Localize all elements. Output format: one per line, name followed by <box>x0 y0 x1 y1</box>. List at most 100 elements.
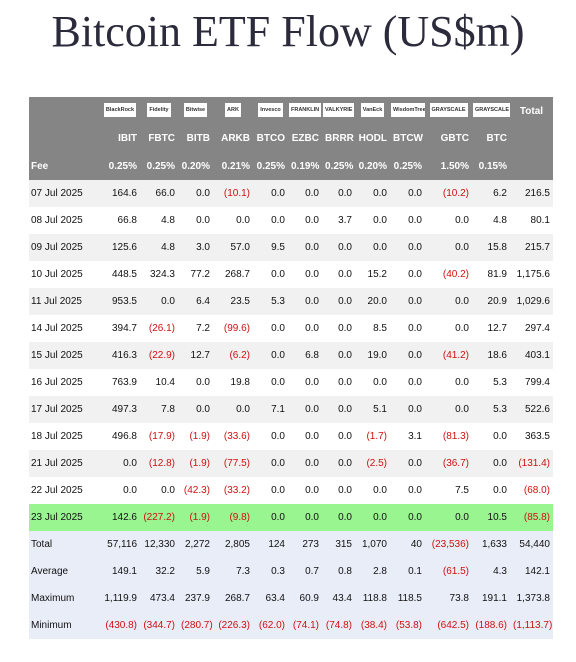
flow-cell: (22.9) <box>140 342 178 369</box>
table-header: BlackRock Fidelity Bitwise ARK Invesco FRANKL… <box>29 97 553 180</box>
issuer-logo: Invesco <box>258 102 283 117</box>
flow-cell: (131.4) <box>510 450 553 477</box>
flow-cell: 19.0 <box>355 342 390 369</box>
flow-cell: 0.0 <box>373 215 387 226</box>
flow-cell: 12,330 <box>140 531 178 558</box>
flow-cell: 9.5 <box>253 234 288 261</box>
flow-cell: 403.1 <box>510 342 553 369</box>
flow-cell: 2,272 <box>178 531 213 558</box>
logo-cell: FRANKLIN <box>288 97 322 125</box>
flow-cell: 0.0 <box>322 450 355 477</box>
fee: 0.15% <box>472 152 510 180</box>
day-row: 08 Jul 2025 66.8 4.8 0.0 0.0 0.0 0.0 3.7 0.0 0.0 0… <box>29 207 553 234</box>
flow-cell: 0.0 <box>425 234 472 261</box>
issuer-logo: VALKYRIE <box>323 102 355 117</box>
title: Bitcoin ETF Flow (US$m) <box>51 7 525 56</box>
flow-cell: 0.0 <box>355 504 390 531</box>
flow-cell: 0.0 <box>408 269 422 280</box>
flow-cell: (2.5) <box>355 450 390 477</box>
flow-cell: 0.0 <box>271 485 285 496</box>
flow-cell: 0.0 <box>408 323 422 334</box>
flow-cell: 0.0 <box>271 377 285 388</box>
row-label: Total <box>29 531 100 558</box>
flow-cell: 473.4 <box>140 585 178 612</box>
flow-cell: 0.0 <box>493 431 507 442</box>
flow-cell: 0.0 <box>390 450 425 477</box>
issuer-logo: GRAYSCALE <box>429 102 468 117</box>
fee: 0.25% <box>253 152 288 180</box>
logo-cell: GRAYSCALE <box>425 97 472 125</box>
blank-cell <box>29 125 100 152</box>
flow-cell: 0.0 <box>455 215 469 226</box>
flow-cell: 40 <box>390 531 425 558</box>
ticker: IBIT <box>100 125 140 152</box>
flow-cell: 57.0 <box>213 234 253 261</box>
fee: 0.20% <box>355 152 390 180</box>
logo-cell: VALKYRIE <box>322 97 355 125</box>
flow-cell: 0.0 <box>305 269 319 280</box>
flow-cell: 0.0 <box>355 180 390 207</box>
flow-cell: 7.2 <box>196 323 210 334</box>
flow-cell: 0.0 <box>288 180 322 207</box>
flow-cell: 0.0 <box>100 450 140 477</box>
flow-cell: 142.6 <box>100 504 140 531</box>
logo-cell: ARK <box>213 97 253 125</box>
fee: 0.21% <box>213 152 253 180</box>
ticker: GBTC <box>425 125 472 152</box>
flow-cell: (10.1) <box>213 180 253 207</box>
row-label: 15 Jul 2025 <box>29 342 100 369</box>
flow-cell: (10.2) <box>425 180 472 207</box>
flow-cell: (68.0) <box>523 485 550 496</box>
flow-cell: 0.0 <box>390 504 425 531</box>
flow-cell: 1,070 <box>355 531 390 558</box>
flow-cell: 5.9 <box>178 558 213 585</box>
flow-cell: 0.0 <box>455 323 469 334</box>
flow-cell: 12.7 <box>487 323 507 334</box>
flow-cell: 0.0 <box>305 377 319 388</box>
flow-cell: 20.0 <box>355 288 390 315</box>
flow-cell: 448.5 <box>111 269 137 280</box>
flow-cell: 363.5 <box>524 431 550 442</box>
flow-cell: 0.0 <box>271 431 285 442</box>
flow-cell: 12.7 <box>178 342 213 369</box>
flow-cell: 0.0 <box>305 323 319 334</box>
flow-cell: 1,373.8 <box>510 585 553 612</box>
fee: 0.25% <box>140 152 178 180</box>
flow-cell: (53.8) <box>390 612 425 639</box>
flow-cell: 0.0 <box>390 234 425 261</box>
flow-cell: 0.0 <box>322 396 355 423</box>
flow-cell: 43.4 <box>322 585 355 612</box>
flow-cell: (344.7) <box>140 612 178 639</box>
flow-cell: (36.7) <box>425 450 472 477</box>
day-row: 10 Jul 2025 448.5 324.3 77.2 268.7 0.0 0.0 0.0 1… <box>29 261 553 288</box>
flow-cell: 0.0 <box>288 234 322 261</box>
flow-cell: 0.7 <box>288 558 322 585</box>
flow-cell: (1,113.7) <box>510 612 553 639</box>
table-summary: Total 57,116 12,330 2,272 2,805 124 273 315 1,07… <box>29 531 553 639</box>
flow-cell: (9.8) <box>213 504 253 531</box>
flow-cell: 0.0 <box>408 485 422 496</box>
flow-cell: (74.8) <box>322 612 355 639</box>
flow-cell: 5.3 <box>493 377 507 388</box>
flow-cell: 0.0 <box>253 450 288 477</box>
row-label: Maximum <box>29 585 100 612</box>
issuer-logo: FRANKLIN <box>289 102 322 117</box>
flow-cell: 315 <box>322 531 355 558</box>
logo-cell: Fidelity <box>140 97 178 125</box>
issuer-logo: GRAYSCALE <box>473 102 510 117</box>
day-row: 11 Jul 2025 953.5 0.0 6.4 23.5 5.3 0.0 0.0 20.0 0… <box>29 288 553 315</box>
flow-cell: 273 <box>288 531 322 558</box>
blank-cell <box>510 152 553 180</box>
day-row: 18 Jul 2025 496.8 (17.9) (1.9) (33.6) 0.0 0.0 0… <box>29 423 553 450</box>
flow-cell: 416.3 <box>100 342 140 369</box>
day-row: 09 Jul 2025 125.6 4.8 3.0 57.0 9.5 0.0 0.0 0.0 0.… <box>29 234 553 261</box>
flow-cell: 15.8 <box>472 234 510 261</box>
issuer-logo: BlackRock <box>103 102 137 117</box>
flow-cell: 0.0 <box>322 180 355 207</box>
flow-cell: (1.9) <box>178 450 213 477</box>
flow-cell: 0.0 <box>288 504 322 531</box>
row-label: 14 Jul 2025 <box>31 323 83 334</box>
flow-cell: 496.8 <box>111 431 137 442</box>
flow-cell: 0.0 <box>338 377 352 388</box>
